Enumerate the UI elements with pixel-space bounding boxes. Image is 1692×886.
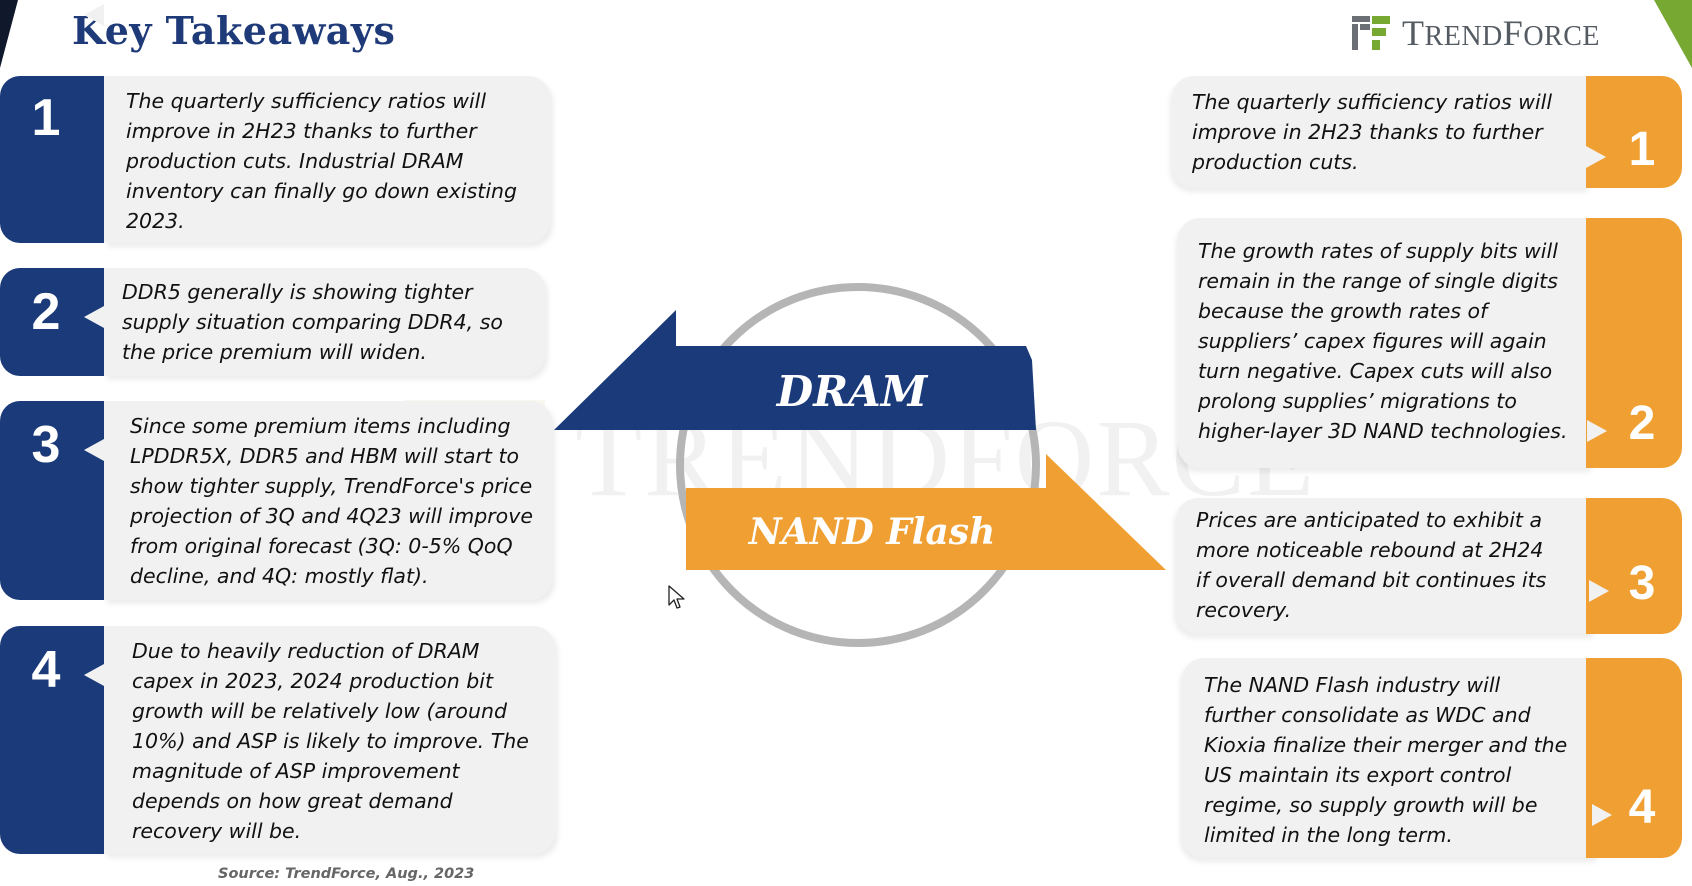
dram-takeaway-3: 3 Since some premium items including LPD… — [0, 401, 552, 600]
nand-pointer — [1587, 420, 1607, 442]
source-note: Source: TrendForce, Aug., 2023 — [218, 866, 475, 882]
nand-number-block — [1586, 76, 1682, 188]
dram-text-box — [104, 626, 555, 854]
nand-text-box — [1182, 658, 1598, 858]
trendforce-logo-text: TRENDFORCE — [1402, 13, 1600, 53]
nand-pointer — [1589, 580, 1609, 602]
nand-text: The growth rates of supply bits will rem… — [1198, 239, 1568, 443]
dram-number: 2 — [31, 283, 61, 341]
dram-arrow — [554, 310, 1036, 430]
dram-number-block — [0, 76, 104, 243]
nand-number: 2 — [1628, 397, 1656, 450]
nand-takeaway-3: 3 Prices are anticipated to exhibit a mo… — [1176, 498, 1682, 634]
nand-takeaway-1: 1 The quarterly sufficiency ratios will … — [1172, 76, 1682, 188]
dram-text: Due to heavily reduction of DRAM capex i… — [132, 639, 529, 843]
nand-number-block — [1586, 498, 1682, 634]
nand-label: NAND Flash — [748, 511, 996, 553]
dram-takeaway-1: 1 The quarterly sufficiency ratios will … — [0, 4, 550, 243]
nand-text: Prices are anticipated to exhibit a more… — [1196, 508, 1547, 622]
dram-text-box — [104, 76, 550, 243]
dram-number: 4 — [31, 641, 61, 699]
dram-pointer — [84, 439, 104, 461]
nand-text-box — [1178, 218, 1593, 468]
dram-takeaway-2: 2 DDR5 generally is showing tighter supp… — [0, 268, 545, 376]
page-title: Key Takeaways — [72, 8, 396, 53]
nand-text: The quarterly sufficiency ratios will im… — [1192, 90, 1553, 174]
nand-number: 4 — [1628, 781, 1656, 834]
nand-text-box — [1176, 498, 1595, 634]
nand-arrow — [686, 454, 1166, 570]
dram-label: DRAM — [776, 367, 929, 416]
dram-pointer — [84, 306, 104, 328]
corner-accent-left — [0, 0, 18, 68]
nand-number: 1 — [1628, 123, 1656, 176]
trendforce-logo: TRENDFORCE — [1350, 12, 1600, 54]
dram-takeaway-4: 4 Due to heavily reduction of DRAM capex… — [0, 626, 555, 854]
dram-text-box — [104, 268, 545, 376]
dram-nand-cycle-graphic: DRAM NAND Flash — [554, 283, 1166, 647]
nand-number: 3 — [1628, 557, 1656, 610]
dram-text: The quarterly sufficiency ratios will im… — [126, 89, 518, 233]
nand-text-box — [1172, 76, 1590, 188]
nand-takeaway-2: 2 The growth rates of supply bits will r… — [1178, 218, 1682, 468]
nand-text: The NAND Flash industry will further con… — [1204, 673, 1568, 847]
corner-accent-right — [1654, 0, 1692, 68]
nand-pointer — [1592, 804, 1612, 826]
dram-pointer — [84, 4, 104, 26]
dram-text-box — [104, 401, 552, 600]
dram-number: 3 — [31, 416, 61, 474]
dram-number-block — [0, 401, 104, 600]
cycle-ring — [676, 283, 1040, 647]
dram-text: Since some premium items including LPDDR… — [130, 414, 533, 588]
dram-pointer — [84, 664, 104, 686]
dram-text: DDR5 generally is showing tighter supply… — [122, 280, 503, 364]
mouse-pointer-icon — [668, 585, 685, 609]
dram-number: 1 — [31, 89, 61, 147]
nand-takeaway-4: 4 The NAND Flash industry will further c… — [1182, 658, 1682, 858]
trendforce-logo-icon — [1352, 16, 1391, 50]
nand-pointer — [1586, 146, 1606, 168]
